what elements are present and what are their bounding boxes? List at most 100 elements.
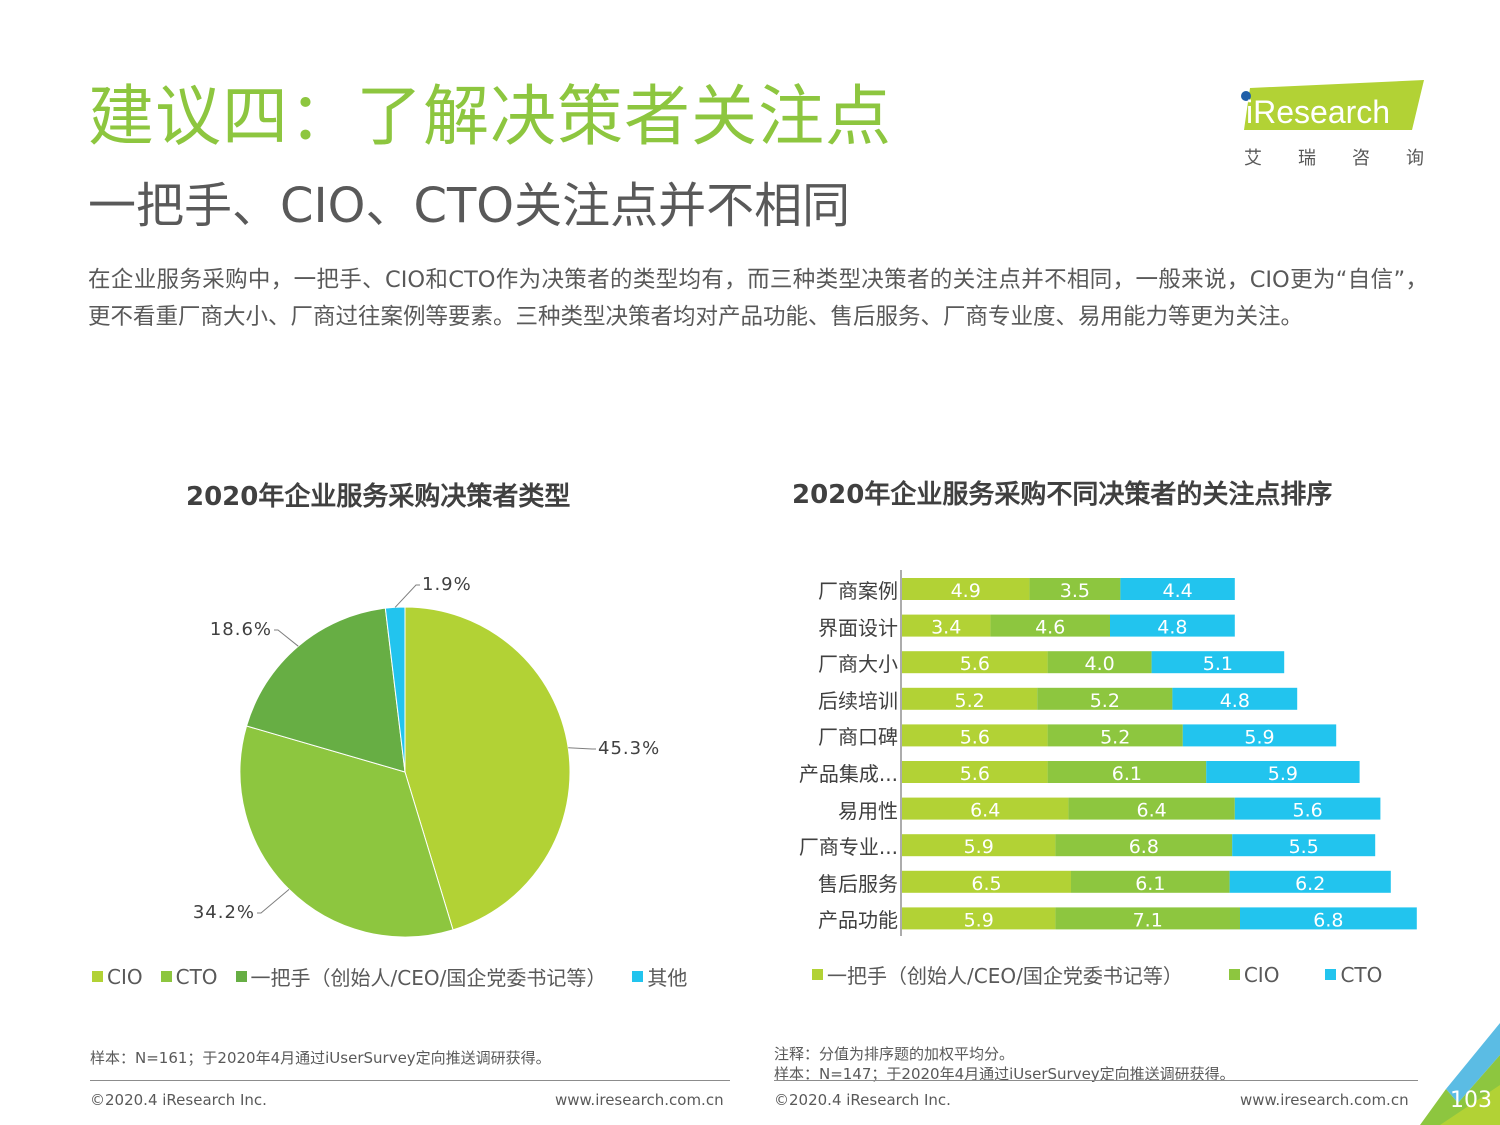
- bar-segment: [1240, 907, 1417, 930]
- bar-data-label: 4.0: [1084, 653, 1114, 675]
- pie-slice: [404, 606, 571, 931]
- bar-category-label: 界面设计: [818, 615, 898, 640]
- legend-swatch-icon: [92, 971, 103, 982]
- bar-data-label: 5.6: [960, 726, 990, 748]
- bar-data-label: 6.4: [1136, 800, 1166, 822]
- legend-label: 一把手（创始人/CEO/国企党委书记等）: [250, 966, 607, 990]
- right-note: 注释：分值为排序题的加权平均分。: [774, 1045, 1015, 1063]
- bar-category-label: 厂商专业...: [798, 835, 898, 860]
- page-title: 建议四：了解决策者关注点: [88, 78, 892, 155]
- footer-copyright-left: ©2020.4 iResearch Inc.: [90, 1091, 267, 1109]
- bar-segment: [902, 761, 1048, 783]
- bar-segment: [990, 614, 1110, 637]
- bar-segment: [1120, 578, 1235, 600]
- pie-slice: [384, 606, 406, 773]
- pie-legend-item-cto: CTO: [160, 964, 218, 989]
- bar-data-label: 5.6: [1292, 800, 1322, 822]
- bar-legend: 一把手（创始人/CEO/国企党委书记等） CIO CTO: [812, 960, 1400, 989]
- bar-legend-item-ceo: 一把手（创始人/CEO/国企党委书记等）: [812, 960, 1183, 989]
- right-sample-note: 样本：N=147；于2020年4月通过iUserSurvey定向推送调研获得。: [774, 1065, 1235, 1083]
- bar-segment: [1047, 651, 1152, 674]
- bar-data-label: 5.2: [954, 690, 984, 712]
- pie-chart-title: 2020年企业服务采购决策者类型: [186, 482, 571, 512]
- pie-leader-line: [274, 629, 299, 647]
- bar-segment: [1047, 724, 1183, 747]
- bar-chart: 4.9 3.5 4.4 3.4 4.6 4.8 5.6 4.0 5.1 5.2 5.2 4.8 5.6 5…: [900, 570, 1417, 936]
- bar-data-label: 5.6: [960, 763, 990, 785]
- bar-segment: [1110, 614, 1235, 637]
- bar-data-label: 6.1: [1135, 873, 1165, 895]
- bar-data-label: 3.4: [931, 617, 961, 639]
- pie-leader-line: [568, 747, 596, 750]
- bar-segment: [902, 870, 1071, 893]
- corner-lime-shape: [1440, 1085, 1500, 1125]
- pie-slice: [239, 725, 454, 938]
- bar-chart-title: 2020年企业服务采购不同决策者的关注点排序: [792, 480, 1333, 510]
- pie-leader-line: [257, 889, 290, 914]
- bar-segment: [1232, 834, 1376, 857]
- bar-segment: [902, 614, 991, 637]
- iresearch-logo: iResearch 艾 瑞 咨 询: [1236, 80, 1426, 175]
- legend-swatch-icon: [812, 969, 823, 980]
- bar-segment: [902, 834, 1056, 857]
- page-number: 103: [1450, 1088, 1492, 1113]
- bar-data-label: 6.1: [1112, 763, 1142, 785]
- legend-label: 一把手（创始人/CEO/国企党委书记等）: [827, 964, 1183, 988]
- bar-data-label: 4.8: [1220, 690, 1250, 712]
- pie-legend-item-ceo: 一把手（创始人/CEO/国企党委书记等）: [235, 962, 607, 991]
- footer-url-right: www.iresearch.com.cn: [1240, 1091, 1409, 1109]
- bar-segment: [1055, 834, 1233, 857]
- legend-swatch-icon: [632, 971, 644, 982]
- bar-segment: [1071, 870, 1230, 893]
- bar-segment: [902, 724, 1048, 747]
- bar-data-label: 4.8: [1157, 617, 1187, 639]
- logo-char: 咨: [1352, 148, 1370, 169]
- bar-segment: [902, 578, 1030, 600]
- bar-data-label: 5.9: [964, 836, 994, 858]
- legend-label: CTO: [1340, 962, 1383, 987]
- legend-swatch-icon: [1325, 969, 1337, 980]
- bar-segment: [1234, 797, 1381, 820]
- left-sample-note: 样本：N=161；于2020年4月通过iUserSurvey定向推送调研获得。: [90, 1049, 551, 1067]
- bar-data-label: 3.5: [1060, 580, 1090, 602]
- bar-segment: [1182, 724, 1337, 747]
- footer-copyright-right: ©2020.4 iResearch Inc.: [774, 1091, 951, 1109]
- bar-segment: [902, 651, 1048, 674]
- bar-data-label: 5.1: [1203, 653, 1233, 675]
- legend-swatch-icon: [160, 971, 172, 982]
- pie-chart: 45.3% 34.2% 18.6% 1.9%: [193, 574, 660, 938]
- logo-wordmark: iResearch: [1246, 94, 1390, 130]
- intro-paragraph: 在企业服务采购中，一把手、CIO和CTO作为决策者的类型均有，而三种类型决策者的…: [88, 267, 1428, 330]
- bar-segment: [902, 687, 1038, 710]
- bar-data-label: 7.1: [1133, 909, 1163, 931]
- footer-divider-right: [774, 1080, 1418, 1081]
- logo-char: 艾: [1244, 148, 1262, 169]
- legend-swatch-icon: [1228, 969, 1240, 980]
- legend-label: CIO: [107, 964, 143, 989]
- bar-data-label: 4.9: [951, 580, 981, 602]
- bar-segment: [1037, 687, 1173, 710]
- pie-data-label: 34.2%: [193, 902, 255, 923]
- corner-decoration: [1420, 1023, 1500, 1125]
- page-subtitle: 一把手、CIO、CTO关注点并不相同: [88, 178, 851, 234]
- bar-segment: [1055, 907, 1240, 930]
- bar-data-label: 5.2: [1100, 726, 1130, 748]
- bar-category-label: 产品功能: [818, 908, 898, 933]
- corner-blue-stripe: [1446, 1023, 1500, 1103]
- pie-slice: [245, 607, 406, 773]
- bar-data-label: 5.6: [960, 653, 990, 675]
- bar-category-label: 后续培训: [818, 688, 898, 713]
- pie-leader-line: [394, 584, 420, 608]
- bar-data-label: 6.4: [970, 800, 1000, 822]
- bar-data-label: 6.8: [1129, 836, 1159, 858]
- bar-category-label: 厂商案例: [818, 579, 898, 603]
- legend-label: CTO: [175, 964, 218, 989]
- bar-segment: [1229, 870, 1391, 893]
- bar-data-label: 4.6: [1035, 617, 1065, 639]
- bar-segment: [1206, 761, 1360, 783]
- bar-category-label: 售后服务: [818, 871, 898, 896]
- bar-category-label: 产品集成...: [798, 762, 898, 786]
- bar-segment: [1047, 761, 1207, 783]
- bar-segment: [902, 907, 1056, 930]
- pie-data-label: 45.3%: [598, 738, 660, 759]
